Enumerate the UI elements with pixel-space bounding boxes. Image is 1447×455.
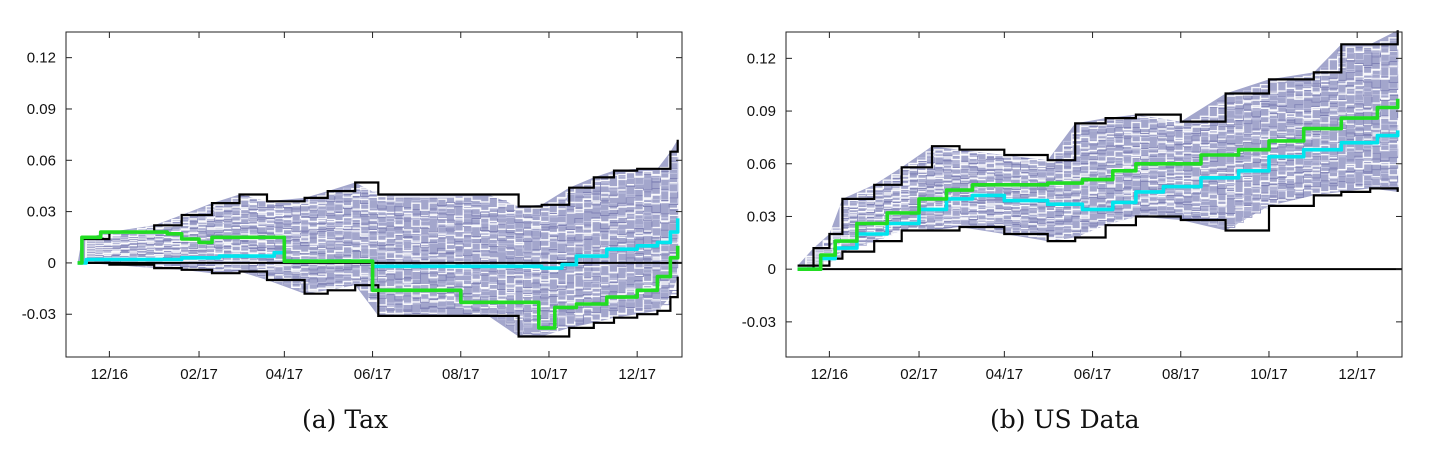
x-tick-label: 12/17 xyxy=(618,366,656,383)
y-tick-label: 0.09 xyxy=(27,101,56,118)
plot-frame xyxy=(65,31,683,358)
simulated-path xyxy=(77,253,679,324)
x-tick-label: 02/17 xyxy=(180,366,218,383)
series-line-cyan xyxy=(797,130,1400,271)
caption-us-data: (b) US Data xyxy=(990,405,1140,434)
y-tick-label: 0.03 xyxy=(27,204,56,221)
chart-panel-us-data: -0.03 0 0.03 0.06 0.09 0.12 12/16 02/17 04/17 06/… xyxy=(742,30,1403,383)
caption-tax: (a) Tax xyxy=(302,405,389,434)
x-tick-label: 04/17 xyxy=(986,366,1024,383)
simulated-path xyxy=(77,181,679,264)
simulated-path xyxy=(77,155,679,264)
x-tick-label: 12/16 xyxy=(91,366,129,383)
simulated-path xyxy=(77,142,679,264)
simulated-path xyxy=(797,44,1399,267)
simulated-path xyxy=(797,33,1399,267)
band-lower-bound xyxy=(77,261,679,338)
band-lower-bound xyxy=(797,187,1399,271)
y-tick-label: -0.03 xyxy=(22,306,56,323)
series-line-green xyxy=(77,230,680,330)
x-tick-label: 08/17 xyxy=(442,366,480,383)
y-tick-label: 0.12 xyxy=(747,50,776,67)
x-tick-label: 06/17 xyxy=(1074,366,1112,383)
y-tick-label: 0.03 xyxy=(747,208,776,225)
y-tick-label: 0.12 xyxy=(27,50,56,67)
simulated-path xyxy=(77,222,679,294)
chart-panel-tax: -0.03 0 0.03 0.06 0.09 0.12 12/16 02/17 04/17 06/… xyxy=(22,31,683,383)
y-tick-label: 0.06 xyxy=(27,152,56,169)
x-tick-label: 12/16 xyxy=(811,366,849,383)
x-tick-label: 02/17 xyxy=(900,366,938,383)
x-tick-label: 10/17 xyxy=(530,366,568,383)
x-tick-label: 12/17 xyxy=(1338,366,1376,383)
y-tick-label: 0.06 xyxy=(747,156,776,173)
x-tick-label: 06/17 xyxy=(354,366,392,383)
y-tick-label: 0.09 xyxy=(747,103,776,120)
x-tick-label: 10/17 xyxy=(1250,366,1288,383)
y-tick-label: 0 xyxy=(768,261,776,278)
plot-frame xyxy=(785,31,1403,358)
y-tick-label: -0.03 xyxy=(742,314,776,331)
x-tick-label: 04/17 xyxy=(266,366,304,383)
band-upper-bound xyxy=(797,30,1399,267)
simulated-path xyxy=(797,81,1399,268)
series-line-green xyxy=(797,98,1400,271)
series-line-cyan xyxy=(77,218,680,270)
band-upper-bound xyxy=(77,139,679,264)
y-tick-label: 0 xyxy=(48,255,56,272)
x-tick-label: 08/17 xyxy=(1162,366,1200,383)
